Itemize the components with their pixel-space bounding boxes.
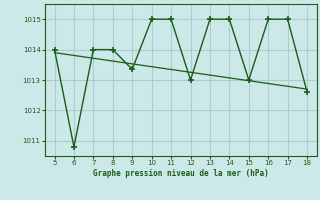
X-axis label: Graphe pression niveau de la mer (hPa): Graphe pression niveau de la mer (hPa) [93, 169, 269, 178]
